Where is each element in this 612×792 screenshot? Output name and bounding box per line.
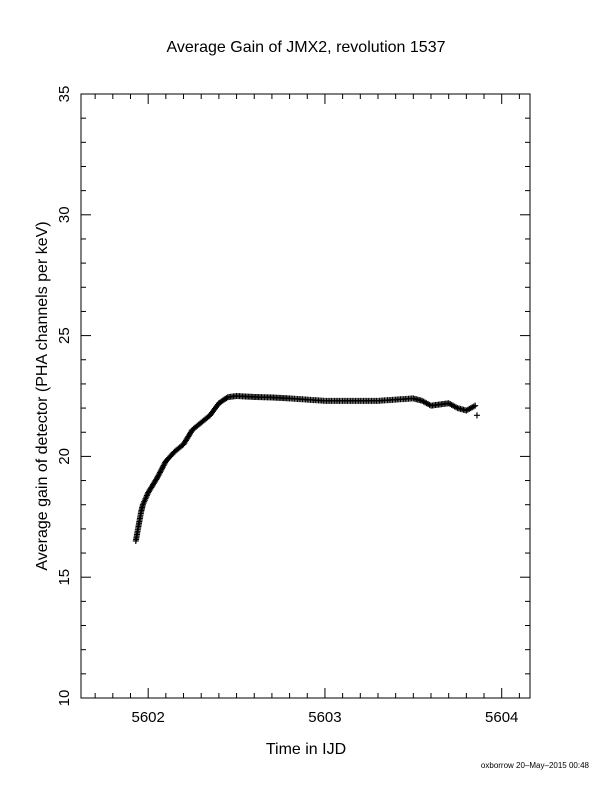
x-tick-label: 5603 — [308, 709, 341, 726]
plot-area — [80, 93, 531, 699]
x-axis: 5602 5603 5604 — [94, 94, 520, 726]
chart-title: Average Gain of JMX2, revolution 1537 — [167, 39, 446, 56]
y-axis-label: Average gain of detector (PHA channels p… — [34, 221, 51, 570]
y-tick-label: 25 — [56, 327, 73, 344]
x-axis-label: Time in IJD — [266, 741, 346, 758]
y-tick-label: 10 — [56, 690, 73, 707]
y-tick-label: 15 — [56, 569, 73, 586]
data-point — [473, 412, 480, 419]
data-series — [132, 393, 480, 544]
plot-frame — [80, 93, 531, 699]
x-tick-label: 5604 — [485, 709, 518, 726]
footer-stamp: oxborrow 20–May–2015 00:48 — [481, 761, 590, 770]
x-tick-label: 5602 — [131, 709, 164, 726]
y-tick-label: 20 — [56, 448, 73, 465]
y-tick-label: 30 — [56, 206, 73, 223]
data-point-fill — [223, 395, 230, 402]
y-axis: 10 15 20 25 30 35 — [56, 86, 530, 707]
data-point — [472, 402, 479, 409]
y-tick-label: 35 — [56, 86, 73, 103]
